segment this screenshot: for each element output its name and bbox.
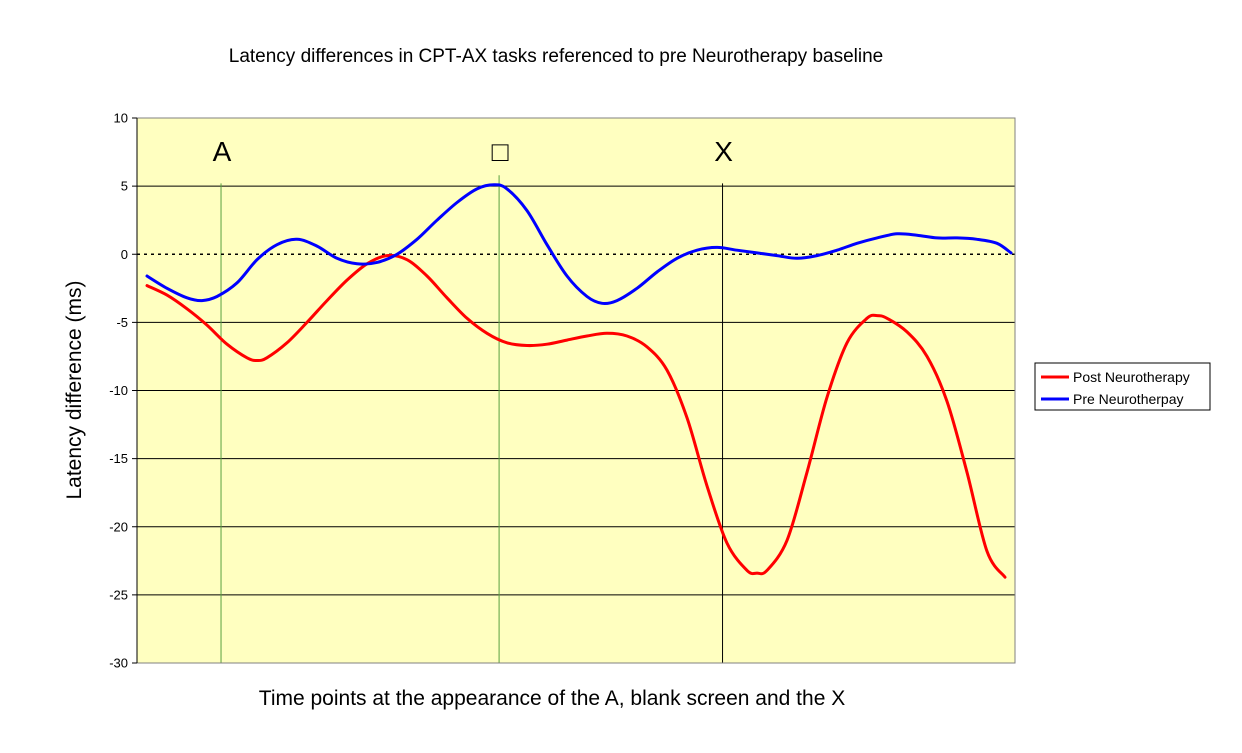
y-tick-label: 5 [121,179,128,194]
event-marker-label: X [714,136,733,167]
y-tick-label: 10 [114,111,128,126]
grid-lines [137,185,1015,596]
y-tick-label: -10 [109,383,128,398]
event-marker-label: A [213,136,232,167]
y-tick-label: -5 [116,315,128,330]
y-tick-label: -20 [109,519,128,534]
y-tick-label: -30 [109,656,128,671]
legend-label-post-neurotherapy: Post Neurotherapy [1073,369,1190,385]
legend-label-pre-neurotherapy: Pre Neurotherpay [1073,391,1184,407]
y-tick-label: -15 [109,451,128,466]
series-line-post-neurotherapy [145,253,1007,579]
y-axis-label: Latency difference (ms) [63,280,86,499]
chart-title: Latency differences in CPT-AX tasks refe… [229,46,883,67]
y-tick-label: -25 [109,587,128,602]
x-axis-label: Time points at the appearance of the A, … [259,687,845,710]
event-markers: A □ X [213,136,733,663]
series-lines [145,183,1013,579]
event-marker-label: □ [492,136,509,167]
series-line-pre-neurotherapy [145,183,1013,306]
legend-box [1034,362,1211,411]
legend: Post Neurotherapy Pre Neurotherpay [1034,362,1211,411]
y-axis-ticks: 10 5 0 -5 -10 -15 -20 -25 -30 [109,111,137,671]
y-tick-label: 0 [121,247,128,262]
